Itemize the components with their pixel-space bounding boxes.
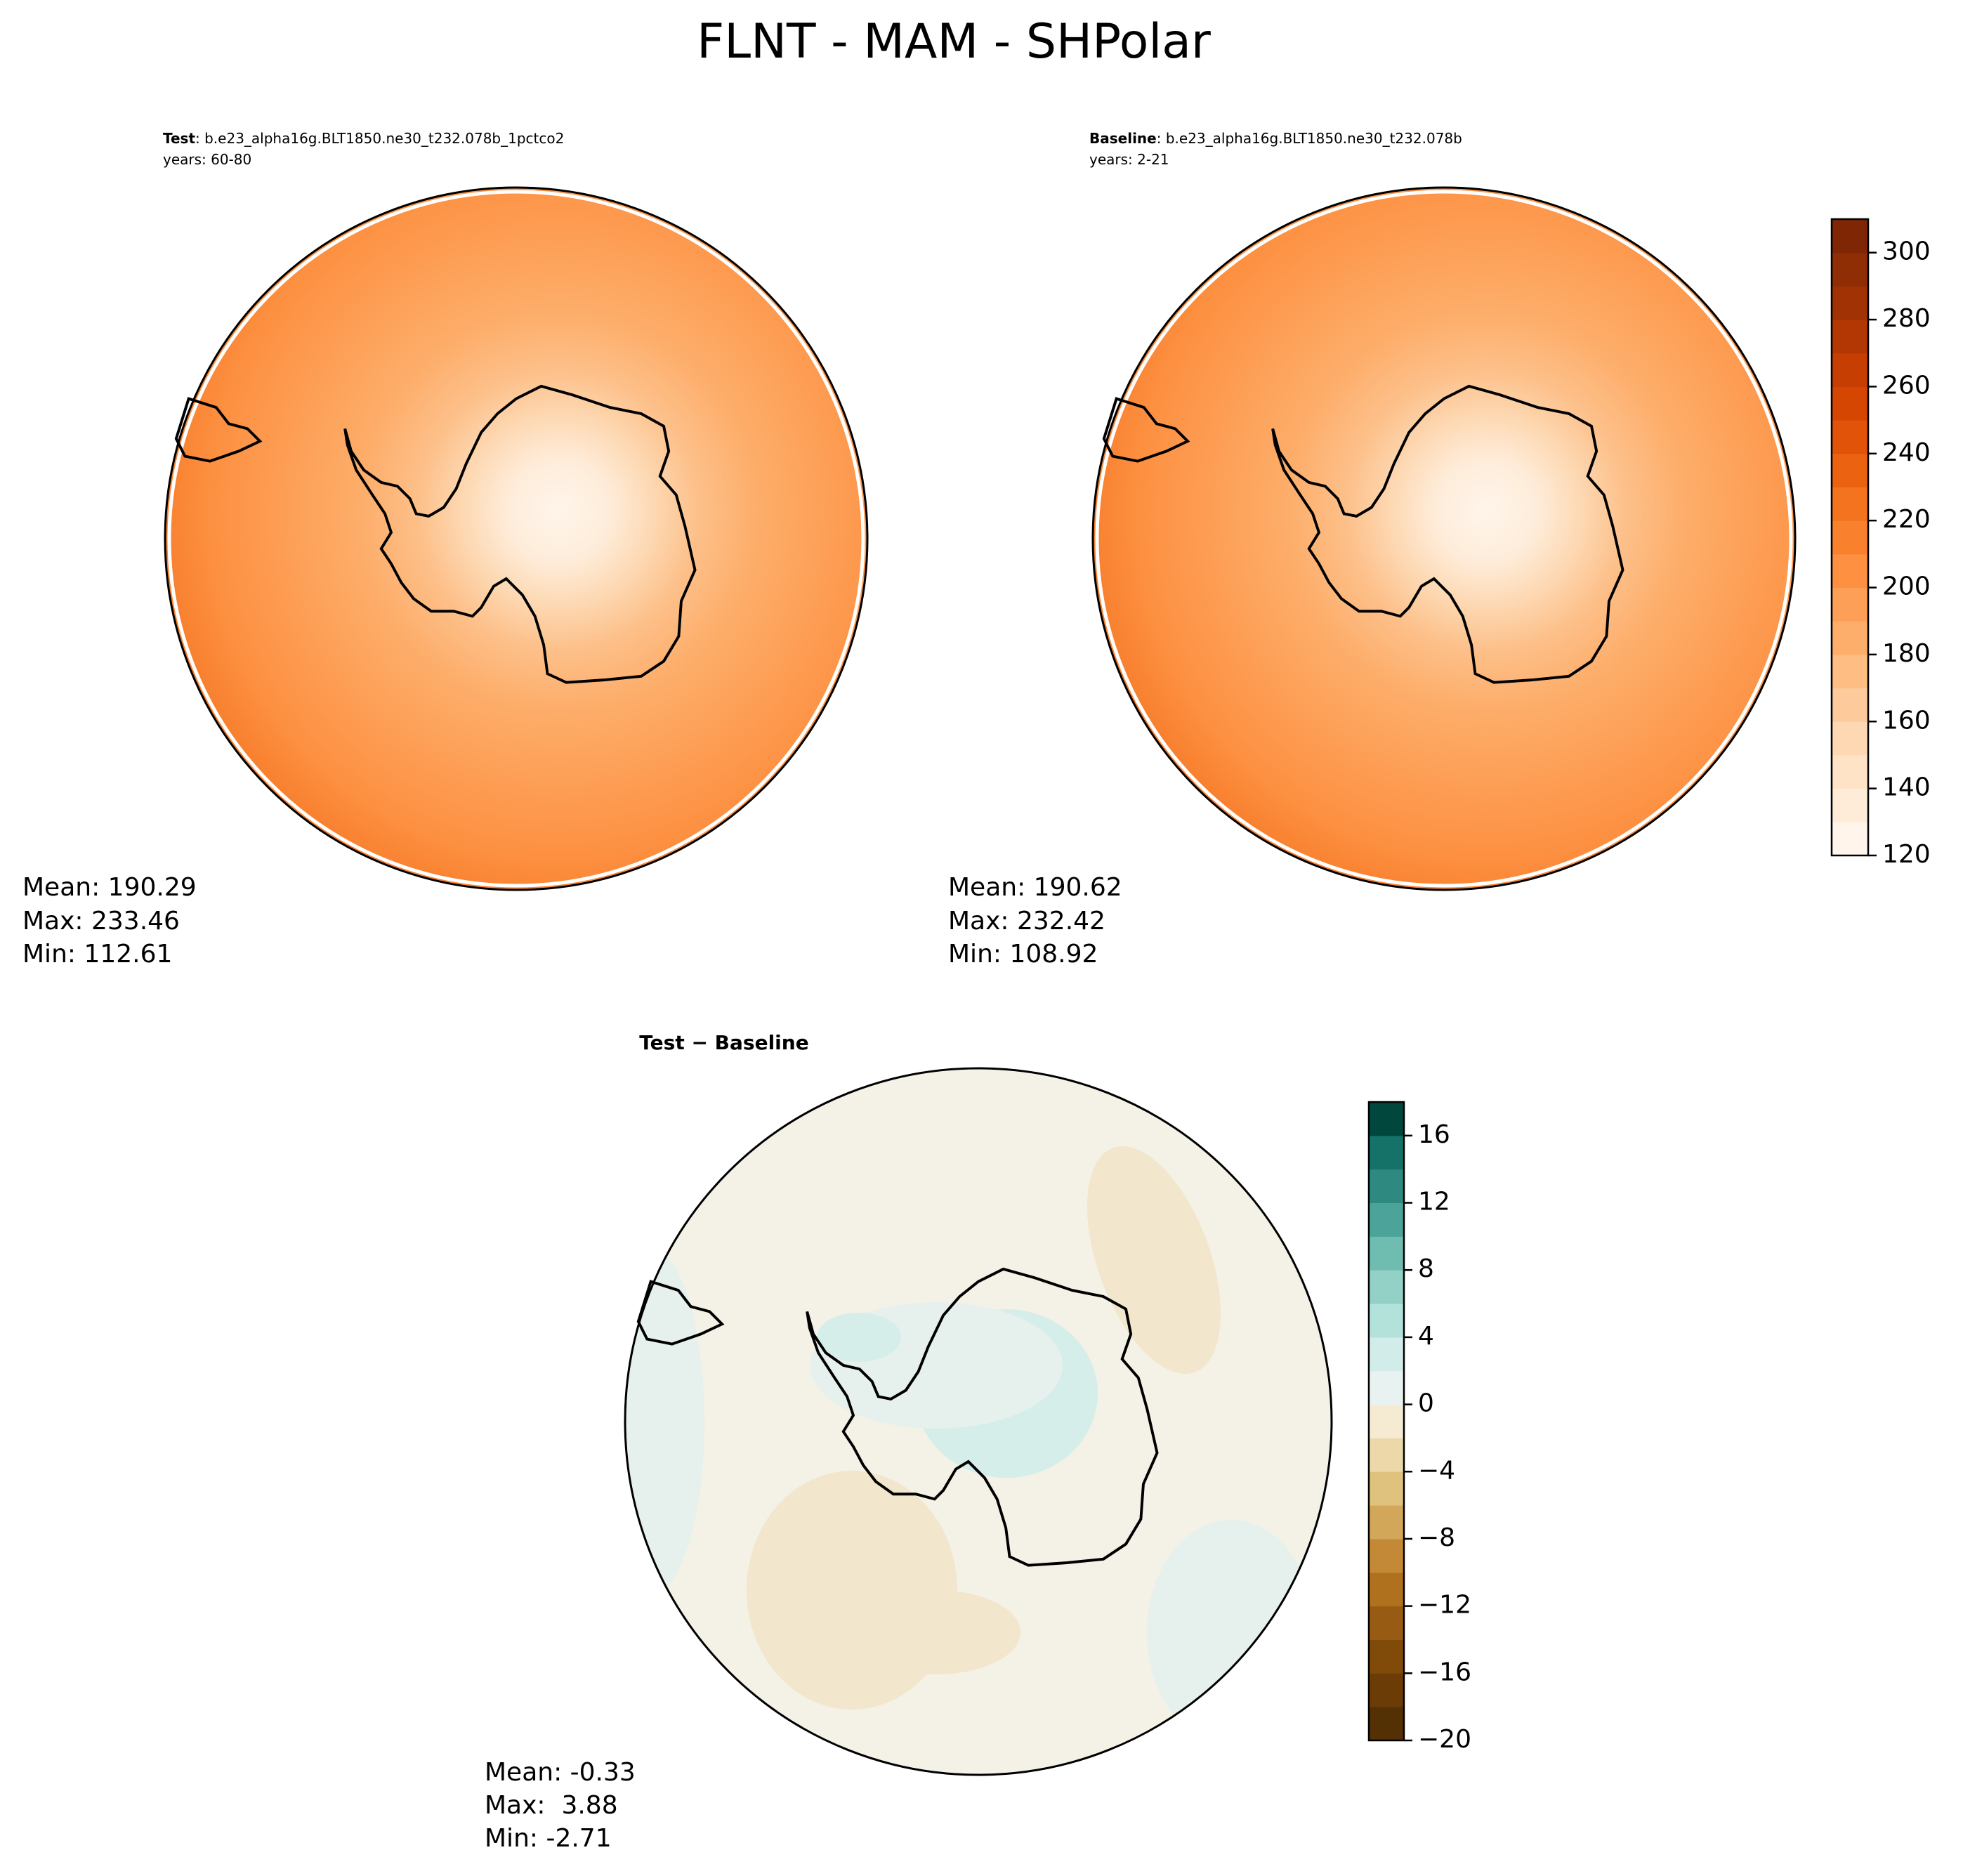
colorbar-segment xyxy=(1369,1135,1404,1170)
colorbar-tick-label: −20 xyxy=(1418,1725,1471,1754)
colorbar-segment xyxy=(1832,252,1868,287)
colorbar-segment xyxy=(1369,1538,1404,1573)
colorbar-tick-label: 220 xyxy=(1882,505,1931,534)
colorbar-tick-label: 280 xyxy=(1882,304,1931,333)
colorbar-tick-label: 180 xyxy=(1882,639,1931,668)
stat-max: Max: 233.46 xyxy=(22,907,180,936)
map xyxy=(164,186,869,891)
panel-header: Test: b.e23_alpha16g.BLT1850.ne30_t232.0… xyxy=(163,130,564,147)
map xyxy=(624,1067,1333,1776)
stat-mean: Mean: 190.62 xyxy=(948,873,1122,902)
colorbar-segment xyxy=(1832,654,1868,689)
colorbar-segment xyxy=(1369,1673,1404,1707)
colorbar-segment xyxy=(1832,219,1868,254)
colorbar-tick-label: 0 xyxy=(1418,1389,1434,1418)
colorbar-segment xyxy=(1832,587,1868,622)
colorbar-segment xyxy=(1832,320,1868,354)
colorbar-segment xyxy=(1369,1707,1404,1741)
colorbar-tick-label: 200 xyxy=(1882,572,1931,601)
colorbar-tick-label: 16 xyxy=(1418,1120,1450,1149)
colorbar-segment xyxy=(1369,1169,1404,1204)
panel-case: : b.e23_alpha16g.BLT1850.ne30_t232.078b_… xyxy=(195,130,564,147)
colorbar-tick-label: −4 xyxy=(1418,1456,1455,1485)
map xyxy=(1091,186,1797,891)
colorbar-tick-label: −8 xyxy=(1418,1523,1455,1552)
colorbar-segment xyxy=(1832,754,1868,789)
colorbar-segment xyxy=(1369,1270,1404,1304)
stat-mean: Mean: -0.33 xyxy=(485,1758,636,1787)
colorbar-segment xyxy=(1832,788,1868,822)
colorbar: −20 −16 −12 −8 −4 0 4 8 12 16 xyxy=(1367,1101,1471,1754)
colorbar-segment xyxy=(1369,1438,1404,1472)
colorbar-segment xyxy=(1369,1471,1404,1506)
colorbar-segment xyxy=(1832,487,1868,521)
stat-min: Min: -2.71 xyxy=(485,1824,612,1853)
colorbar-tick-label: 12 xyxy=(1418,1188,1450,1216)
colorbar-tick-label: 8 xyxy=(1418,1254,1434,1283)
colorbar-segment xyxy=(1832,453,1868,487)
colorbar-segment xyxy=(1369,1404,1404,1438)
colorbar-segment xyxy=(1369,1370,1404,1405)
figure-title: FLNT - MAM - SHPolar xyxy=(697,14,1211,70)
colorbar-tick-label: 260 xyxy=(1882,371,1931,400)
panel-label: Test xyxy=(163,130,195,147)
panel-label: Test − Baseline xyxy=(639,1031,808,1054)
panel-years: years: 60-80 xyxy=(163,151,251,168)
colorbar-tick-label: 140 xyxy=(1882,773,1931,802)
colorbar-segment xyxy=(1832,721,1868,756)
colorbar-segment xyxy=(1369,1202,1404,1237)
colorbar-segment xyxy=(1832,520,1868,555)
colorbar-segment xyxy=(1369,1639,1404,1674)
colorbar-segment xyxy=(1832,822,1868,856)
stat-mean: Mean: 190.29 xyxy=(22,873,197,902)
panel-label: Baseline xyxy=(1089,130,1157,147)
colorbar-frame xyxy=(1367,1101,1405,1742)
colorbar-segment xyxy=(1832,621,1868,655)
colorbar-tick-label: 4 xyxy=(1418,1322,1434,1351)
colorbar-segment xyxy=(1369,1505,1404,1540)
panel-years: years: 2-21 xyxy=(1089,151,1169,168)
colorbar: 120 140 160 180 200 220 240 260 280 300 xyxy=(1830,218,1931,869)
colorbar-segment xyxy=(1369,1572,1404,1607)
colorbar-segment xyxy=(1832,353,1868,387)
colorbar-tick-label: −12 xyxy=(1418,1591,1471,1620)
stat-min: Min: 108.92 xyxy=(948,940,1098,969)
colorbar-tick-label: 240 xyxy=(1882,438,1931,467)
stat-min: Min: 112.61 xyxy=(22,940,172,969)
colorbar-segment xyxy=(1369,1337,1404,1372)
panel-header: Baseline: b.e23_alpha16g.BLT1850.ne30_t2… xyxy=(1089,130,1462,147)
colorbar-segment xyxy=(1369,1236,1404,1271)
colorbar-segment xyxy=(1369,1606,1404,1640)
colorbar-segment xyxy=(1832,386,1868,421)
stat-max: Max: 232.42 xyxy=(948,907,1105,936)
colorbar-tick-label: 300 xyxy=(1882,237,1931,266)
colorbar-segment xyxy=(1832,286,1868,320)
colorbar-segment xyxy=(1369,1304,1404,1338)
panel-case: : b.e23_alpha16g.BLT1850.ne30_t232.078b xyxy=(1157,130,1462,147)
colorbar-tick-label: 120 xyxy=(1882,840,1931,869)
colorbar-segment xyxy=(1832,553,1868,589)
colorbar-frame xyxy=(1830,218,1870,857)
colorbar-segment xyxy=(1832,688,1868,722)
stat-max: Max: 3.88 xyxy=(485,1791,618,1820)
colorbar-segment xyxy=(1369,1102,1404,1136)
colorbar-tick-label: 160 xyxy=(1882,706,1931,735)
colorbar-tick-label: −16 xyxy=(1418,1658,1471,1686)
colorbar-segment xyxy=(1832,420,1868,454)
